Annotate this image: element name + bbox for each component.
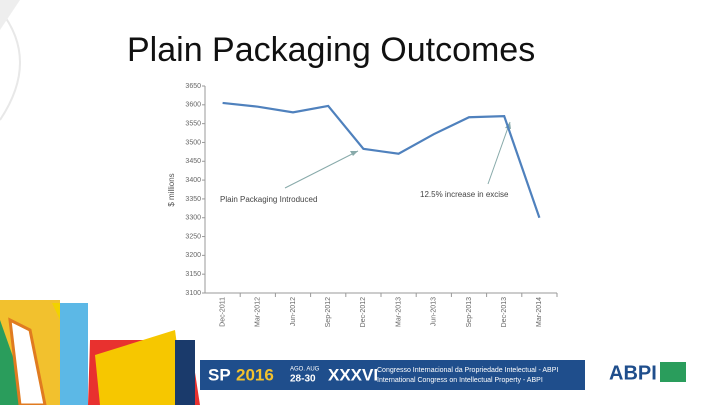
x-tick-label: Sep-2013 <box>466 297 473 327</box>
x-tick-label: Mar-2014 <box>536 297 543 327</box>
y-tick-label: 3150 <box>185 271 201 278</box>
y-tick-label: 3300 <box>185 215 201 222</box>
decor-left <box>0 300 200 405</box>
banner-year: 2016 <box>236 365 274 384</box>
x-tick-label: Jun-2013 <box>431 297 438 326</box>
y-tick-label: 3400 <box>185 177 201 184</box>
y-tick-label: 3600 <box>185 102 201 109</box>
x-tick-label: Sep-2012 <box>325 297 332 327</box>
annotation: Plain Packaging Introduced <box>220 195 317 204</box>
banner <box>200 360 585 390</box>
slide-title: Plain Packaging Outcomes <box>127 31 535 69</box>
line-series <box>222 101 541 219</box>
decor <box>8 317 47 405</box>
banner-dates-label: AGO. AUG <box>290 367 320 373</box>
y-tick-label: 3350 <box>185 196 201 203</box>
x-tick-label: Dec-2013 <box>501 297 508 327</box>
x-tick-label: Dec-2011 <box>219 297 226 327</box>
x-tick-label: Jun-2012 <box>290 297 297 326</box>
logo: ABPI <box>609 362 657 384</box>
annotation-arrowhead <box>350 151 358 156</box>
banner-city: SP <box>208 365 231 384</box>
logo-mark <box>660 362 686 382</box>
annotation: 12.5% increase in excise <box>420 190 509 199</box>
decor <box>0 0 20 30</box>
y-tick-label: 3500 <box>185 139 201 146</box>
decor <box>60 303 88 405</box>
y-axis-label: $ millions <box>167 173 176 206</box>
banner-line: International Congress on Intellectual P… <box>377 377 543 384</box>
annotation-arrow <box>487 121 511 185</box>
decor <box>0 9 21 121</box>
annotation-arrow <box>284 150 359 189</box>
y-tick-label: 3550 <box>185 120 201 127</box>
decor <box>95 330 185 405</box>
x-tick-label: Mar-2013 <box>395 297 402 327</box>
y-tick-label: 3200 <box>185 252 201 259</box>
banner-edition: XXXVI <box>328 365 378 384</box>
banner-dates: 28-30 <box>290 374 316 385</box>
banner-line: Congresso Internacional da Propriedade I… <box>377 367 558 374</box>
y-tick-label: 3100 <box>185 290 201 297</box>
x-tick-label: Mar-2012 <box>255 297 262 327</box>
x-tick-label: Dec-2012 <box>360 297 367 327</box>
decor <box>175 340 195 405</box>
y-tick-label: 3450 <box>185 158 201 165</box>
y-tick-label: 3650 <box>185 83 201 90</box>
footer-banner: SP 2016 AGO. AUG 28-30 XXXVI Congresso I… <box>200 360 686 390</box>
y-tick-label: 3250 <box>185 233 201 240</box>
